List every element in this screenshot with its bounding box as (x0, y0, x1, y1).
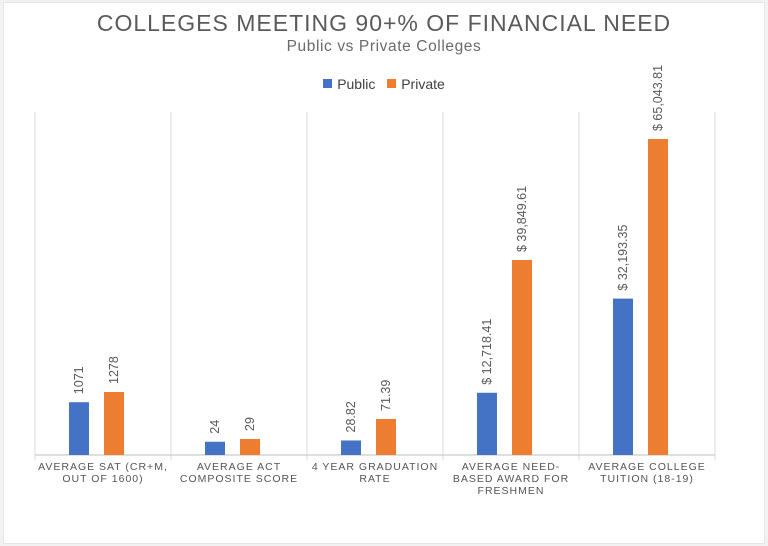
chart-subtitle: Public vs Private Colleges (286, 38, 482, 55)
data-label-public-1: 24 (208, 420, 222, 434)
legend-item-private: Private (387, 76, 445, 92)
category-label-2: RATE (359, 473, 390, 485)
data-label-private-1: 29 (243, 417, 257, 431)
bar-public-3 (477, 392, 497, 455)
chart-title: COLLEGES MEETING 90+% OF FINANCIAL NEED (96, 10, 672, 36)
data-label-private-0: 1278 (107, 356, 121, 384)
legend-swatch-public (323, 79, 333, 88)
category-label-4: TUITION (18-19) (600, 473, 694, 485)
legend-label-private: Private (401, 75, 445, 92)
data-label-public-3: $ 12,718.41 (480, 319, 494, 385)
data-label-private-4: $ 65,043.81 (651, 65, 665, 131)
bar-public-0 (69, 402, 89, 455)
data-label-public-0: 1071 (72, 366, 86, 394)
category-label-0: OUT OF 1600) (62, 473, 143, 485)
data-label-private-2: 71.39 (379, 380, 393, 411)
category-label-2: 4 YEAR GRADUATION (312, 461, 438, 473)
bar-private-2 (376, 419, 396, 455)
category-label-3: FRESHMEN (478, 485, 545, 497)
category-label-4: AVERAGE COLLEGE (588, 461, 706, 473)
category-label-3: AVERAGE NEED- (462, 461, 561, 473)
bar-private-1 (240, 439, 260, 455)
data-label-public-4: $ 32,193.35 (616, 225, 630, 291)
legend-item-public: Public (323, 76, 375, 92)
legend-label-public: Public (337, 75, 376, 92)
category-label-0: AVERAGE SAT (CR+M, (38, 461, 168, 473)
data-label-public-2: 28.82 (344, 401, 358, 432)
category-label-1: COMPOSITE SCORE (180, 473, 298, 485)
category-label-3: BASED AWARD FOR (453, 473, 569, 485)
bar-public-2 (341, 440, 361, 455)
bar-public-4 (613, 298, 633, 455)
bar-private-3 (512, 260, 532, 455)
category-label-1: AVERAGE ACT (197, 461, 281, 473)
data-label-private-3: $ 39,849.61 (515, 186, 529, 252)
bar-private-4 (648, 139, 668, 455)
bar-private-0 (104, 392, 124, 455)
chart-legend: Public Private (0, 75, 768, 92)
legend-swatch-private (387, 79, 397, 88)
bar-public-1 (205, 441, 225, 455)
